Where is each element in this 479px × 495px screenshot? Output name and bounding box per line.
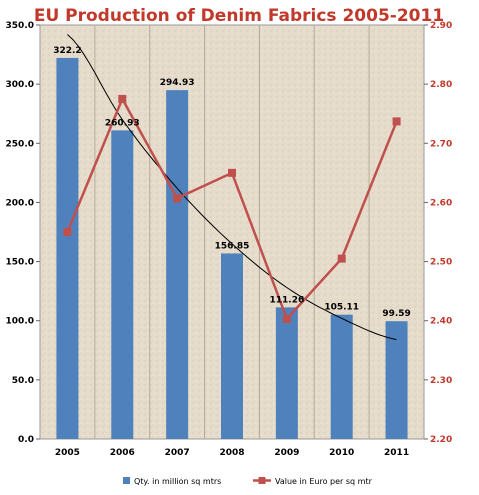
line-marker bbox=[173, 194, 182, 203]
right-tick-label: 2.60 bbox=[430, 198, 452, 208]
right-tick-label: 2.90 bbox=[430, 21, 452, 31]
left-tick-label: 200.0 bbox=[6, 198, 34, 208]
data-label: 260.93 bbox=[105, 118, 140, 128]
line-marker bbox=[63, 228, 72, 236]
chart-title: EU Production of Denim Fabrics 2005-2011 bbox=[34, 6, 444, 26]
x-tick-label: 2009 bbox=[274, 448, 299, 458]
legend-label: Qty. in million sq mtrs bbox=[134, 477, 221, 486]
left-tick-label: 50.0 bbox=[12, 376, 34, 386]
legend-line-marker bbox=[258, 477, 266, 484]
line-series bbox=[63, 94, 401, 323]
data-label: 105.11 bbox=[324, 303, 359, 313]
x-tick-label: 2008 bbox=[219, 448, 244, 458]
bar bbox=[166, 90, 189, 439]
legend: Qty. in million sq mtrs Value in Euro per… bbox=[123, 477, 373, 486]
data-label: 322.2 bbox=[53, 46, 81, 56]
data-label: 99.59 bbox=[382, 309, 410, 319]
bar bbox=[221, 253, 243, 439]
line-marker bbox=[392, 117, 401, 126]
x-tick-label: 2006 bbox=[110, 448, 135, 458]
legend-label: Value in Euro per sq mtr bbox=[275, 477, 373, 486]
right-tick-label: 2.20 bbox=[430, 435, 452, 445]
line-marker bbox=[228, 168, 236, 177]
data-labels: 322.2 260.93 294.93 156.85 111.26 105.11 99.59 bbox=[53, 46, 411, 319]
bar-series bbox=[56, 57, 408, 440]
bar bbox=[111, 130, 134, 439]
legend-bar-swatch bbox=[123, 477, 130, 484]
data-label: 111.26 bbox=[269, 295, 304, 305]
left-tick-label: 0.0 bbox=[18, 435, 34, 445]
line-marker bbox=[282, 314, 291, 323]
data-label: 294.93 bbox=[160, 78, 195, 88]
bar bbox=[275, 307, 298, 439]
x-tick-label: 2007 bbox=[165, 448, 190, 458]
x-tick-label: 2011 bbox=[384, 448, 409, 458]
bar bbox=[385, 321, 408, 439]
right-tick-label: 2.30 bbox=[430, 376, 452, 386]
right-tick-label: 2.50 bbox=[430, 258, 452, 268]
line-marker bbox=[118, 94, 127, 103]
grid-lines bbox=[94, 25, 370, 439]
bar bbox=[56, 57, 79, 440]
x-tick-label: 2010 bbox=[329, 448, 354, 458]
axes: 0.0 50.0 100.0 150.0 200.0 250.0 300.0 350.0 2.2… bbox=[6, 21, 453, 458]
x-tick-label: 2005 bbox=[55, 448, 80, 458]
line-marker bbox=[337, 254, 346, 263]
left-tick-label: 150.0 bbox=[6, 258, 34, 268]
trendline-path bbox=[67, 34, 397, 341]
left-tick-label: 250.0 bbox=[6, 139, 34, 149]
left-tick-label: 300.0 bbox=[6, 80, 34, 90]
data-label: 156.85 bbox=[215, 241, 250, 251]
bar bbox=[330, 314, 353, 439]
right-tick-label: 2.40 bbox=[430, 317, 452, 327]
left-tick-label: 100.0 bbox=[6, 317, 34, 327]
right-tick-label: 2.70 bbox=[430, 139, 452, 149]
left-tick-label: 350.0 bbox=[6, 21, 34, 31]
right-tick-label: 2.80 bbox=[430, 80, 452, 90]
trendline bbox=[67, 34, 397, 341]
